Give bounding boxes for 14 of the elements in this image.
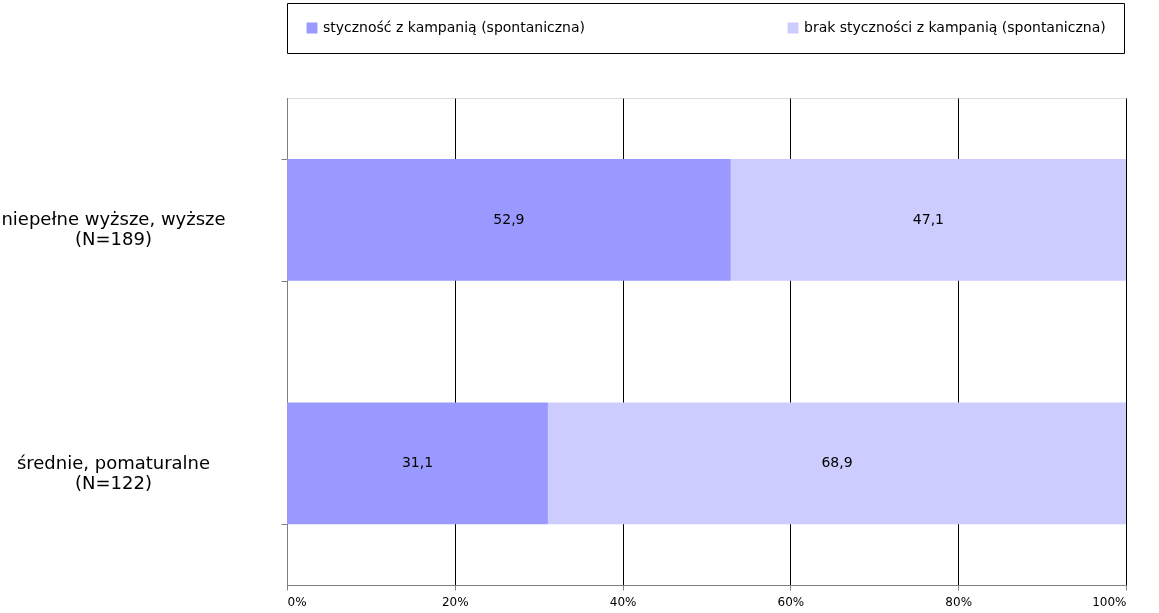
data-label: 52,9: [493, 210, 525, 227]
legend-label: styczność z kampanią (spontaniczna): [323, 19, 586, 35]
y-tick-label: średnie, pomaturalne (N=122): [16, 451, 211, 493]
x-tick-label: 20%: [441, 594, 469, 609]
data-label: 31,1: [401, 454, 434, 471]
x-tick-label: 40%: [609, 594, 637, 609]
y-tick-label: niepełne wyższe, wyższe (N=189): [1, 208, 226, 250]
x-tick-label: 0%: [287, 594, 307, 609]
data-label: 47,1: [912, 210, 944, 227]
x-tick-label: 60%: [777, 594, 805, 609]
x-tick-label: 80%: [945, 594, 973, 609]
x-tick-label: 100%: [1092, 594, 1127, 609]
data-label: 68,9: [821, 454, 853, 471]
legend-label: brak styczności z kampanią (spontaniczna): [804, 19, 1106, 35]
